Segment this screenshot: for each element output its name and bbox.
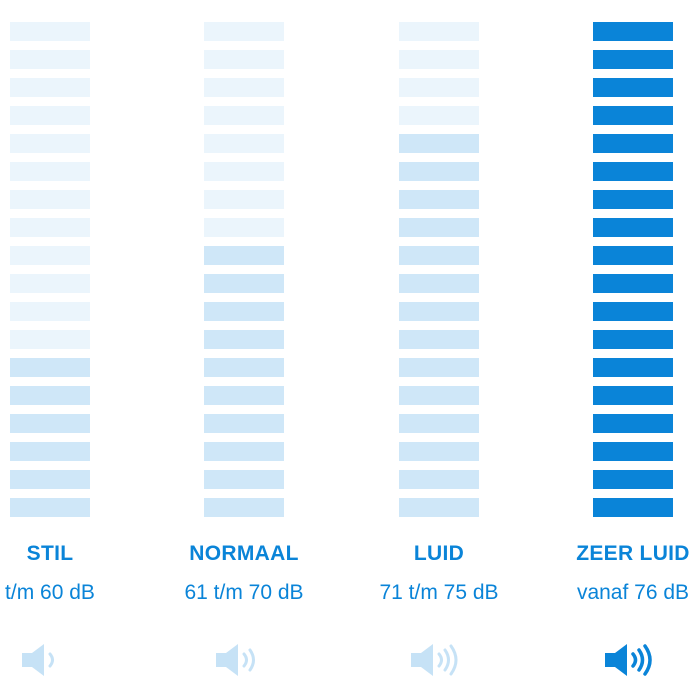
meter-segment-active xyxy=(10,442,90,461)
meter-segment-active xyxy=(593,106,673,125)
level-column-zeer-luid: ZEER LUID vanaf 76 dB xyxy=(553,0,700,700)
meter-segment-inactive xyxy=(10,106,90,125)
meter-segment-active xyxy=(593,190,673,209)
meter-segment-inactive xyxy=(10,218,90,237)
meter-segment-active xyxy=(399,498,479,517)
level-column-stil: STIL t/m 60 dB xyxy=(0,0,130,700)
meter-segment-active xyxy=(10,414,90,433)
meter-segment-active xyxy=(399,330,479,349)
meter-segment-inactive xyxy=(10,274,90,293)
meter-segment-active xyxy=(593,442,673,461)
volume-meter xyxy=(10,22,90,526)
meter-segment-active xyxy=(593,134,673,153)
meter-segment-inactive xyxy=(10,22,90,41)
meter-segment-active xyxy=(204,498,284,517)
level-column-normaal: NORMAAL 61 t/m 70 dB xyxy=(164,0,324,700)
meter-segment-active xyxy=(204,470,284,489)
meter-segment-inactive xyxy=(10,246,90,265)
meter-segment-active xyxy=(399,470,479,489)
level-range: 61 t/m 70 dB xyxy=(184,581,304,604)
meter-segment-inactive xyxy=(399,106,479,125)
meter-segment-active xyxy=(204,246,284,265)
speaker-low-icon xyxy=(22,644,54,676)
meter-segment-active xyxy=(399,302,479,321)
meter-segment-inactive xyxy=(10,78,90,97)
meter-segment-inactive xyxy=(204,190,284,209)
meter-segment-active xyxy=(593,330,673,349)
meter-segment-active xyxy=(593,470,673,489)
meter-segment-active xyxy=(593,50,673,69)
meter-segment-active xyxy=(204,274,284,293)
meter-segment-active xyxy=(10,358,90,377)
meter-segment-active xyxy=(593,78,673,97)
meter-segment-active xyxy=(399,442,479,461)
meter-segment-active xyxy=(399,386,479,405)
meter-segment-active xyxy=(10,470,90,489)
meter-segment-inactive xyxy=(10,50,90,69)
volume-meter xyxy=(399,22,479,526)
meter-segment-active xyxy=(593,358,673,377)
level-title: LUID xyxy=(413,542,465,565)
speaker-high-icon xyxy=(411,644,458,676)
volume-meter xyxy=(204,22,284,526)
meter-segment-active xyxy=(204,386,284,405)
meter-segment-active xyxy=(593,274,673,293)
meter-segment-active xyxy=(399,190,479,209)
meter-segment-active xyxy=(593,498,673,517)
level-range: t/m 60 dB xyxy=(5,581,95,604)
level-range: vanaf 76 dB xyxy=(576,581,690,604)
meter-segment-inactive xyxy=(10,190,90,209)
meter-segment-inactive xyxy=(204,50,284,69)
meter-segment-active xyxy=(593,386,673,405)
meter-segment-active xyxy=(593,302,673,321)
meter-segment-inactive xyxy=(204,162,284,181)
meter-segment-active xyxy=(10,386,90,405)
meter-segment-active xyxy=(204,414,284,433)
meter-segment-active xyxy=(204,330,284,349)
meter-segment-inactive xyxy=(399,50,479,69)
meter-segment-active xyxy=(399,414,479,433)
speaker-medium-icon xyxy=(216,644,255,676)
meter-segment-active xyxy=(593,22,673,41)
meter-segment-active xyxy=(399,358,479,377)
meter-segment-active xyxy=(10,498,90,517)
meter-segment-inactive xyxy=(204,22,284,41)
meter-segment-active xyxy=(204,302,284,321)
speaker-max-icon xyxy=(605,644,652,676)
meter-segment-active xyxy=(204,358,284,377)
meter-segment-active xyxy=(593,218,673,237)
meter-segment-active xyxy=(593,414,673,433)
volume-meter xyxy=(593,22,673,526)
meter-segment-inactive xyxy=(204,78,284,97)
level-title: STIL xyxy=(26,542,74,565)
meter-segment-active xyxy=(399,218,479,237)
meter-segment-inactive xyxy=(204,106,284,125)
meter-segment-inactive xyxy=(10,302,90,321)
meter-segment-inactive xyxy=(399,78,479,97)
meter-segment-active xyxy=(593,162,673,181)
meter-segment-active xyxy=(399,162,479,181)
meter-segment-inactive xyxy=(399,22,479,41)
level-title: ZEER LUID xyxy=(576,542,690,565)
meter-segment-active xyxy=(399,246,479,265)
meter-segment-inactive xyxy=(204,134,284,153)
level-title: NORMAAL xyxy=(189,542,299,565)
meter-segment-inactive xyxy=(10,162,90,181)
meter-segment-inactive xyxy=(204,218,284,237)
meter-segment-active xyxy=(593,246,673,265)
level-column-luid: LUID 71 t/m 75 dB xyxy=(359,0,519,700)
meter-segment-active xyxy=(399,134,479,153)
meter-segment-inactive xyxy=(10,330,90,349)
level-range: 71 t/m 75 dB xyxy=(379,581,499,604)
meter-segment-inactive xyxy=(10,134,90,153)
meter-segment-active xyxy=(399,274,479,293)
meter-segment-active xyxy=(204,442,284,461)
